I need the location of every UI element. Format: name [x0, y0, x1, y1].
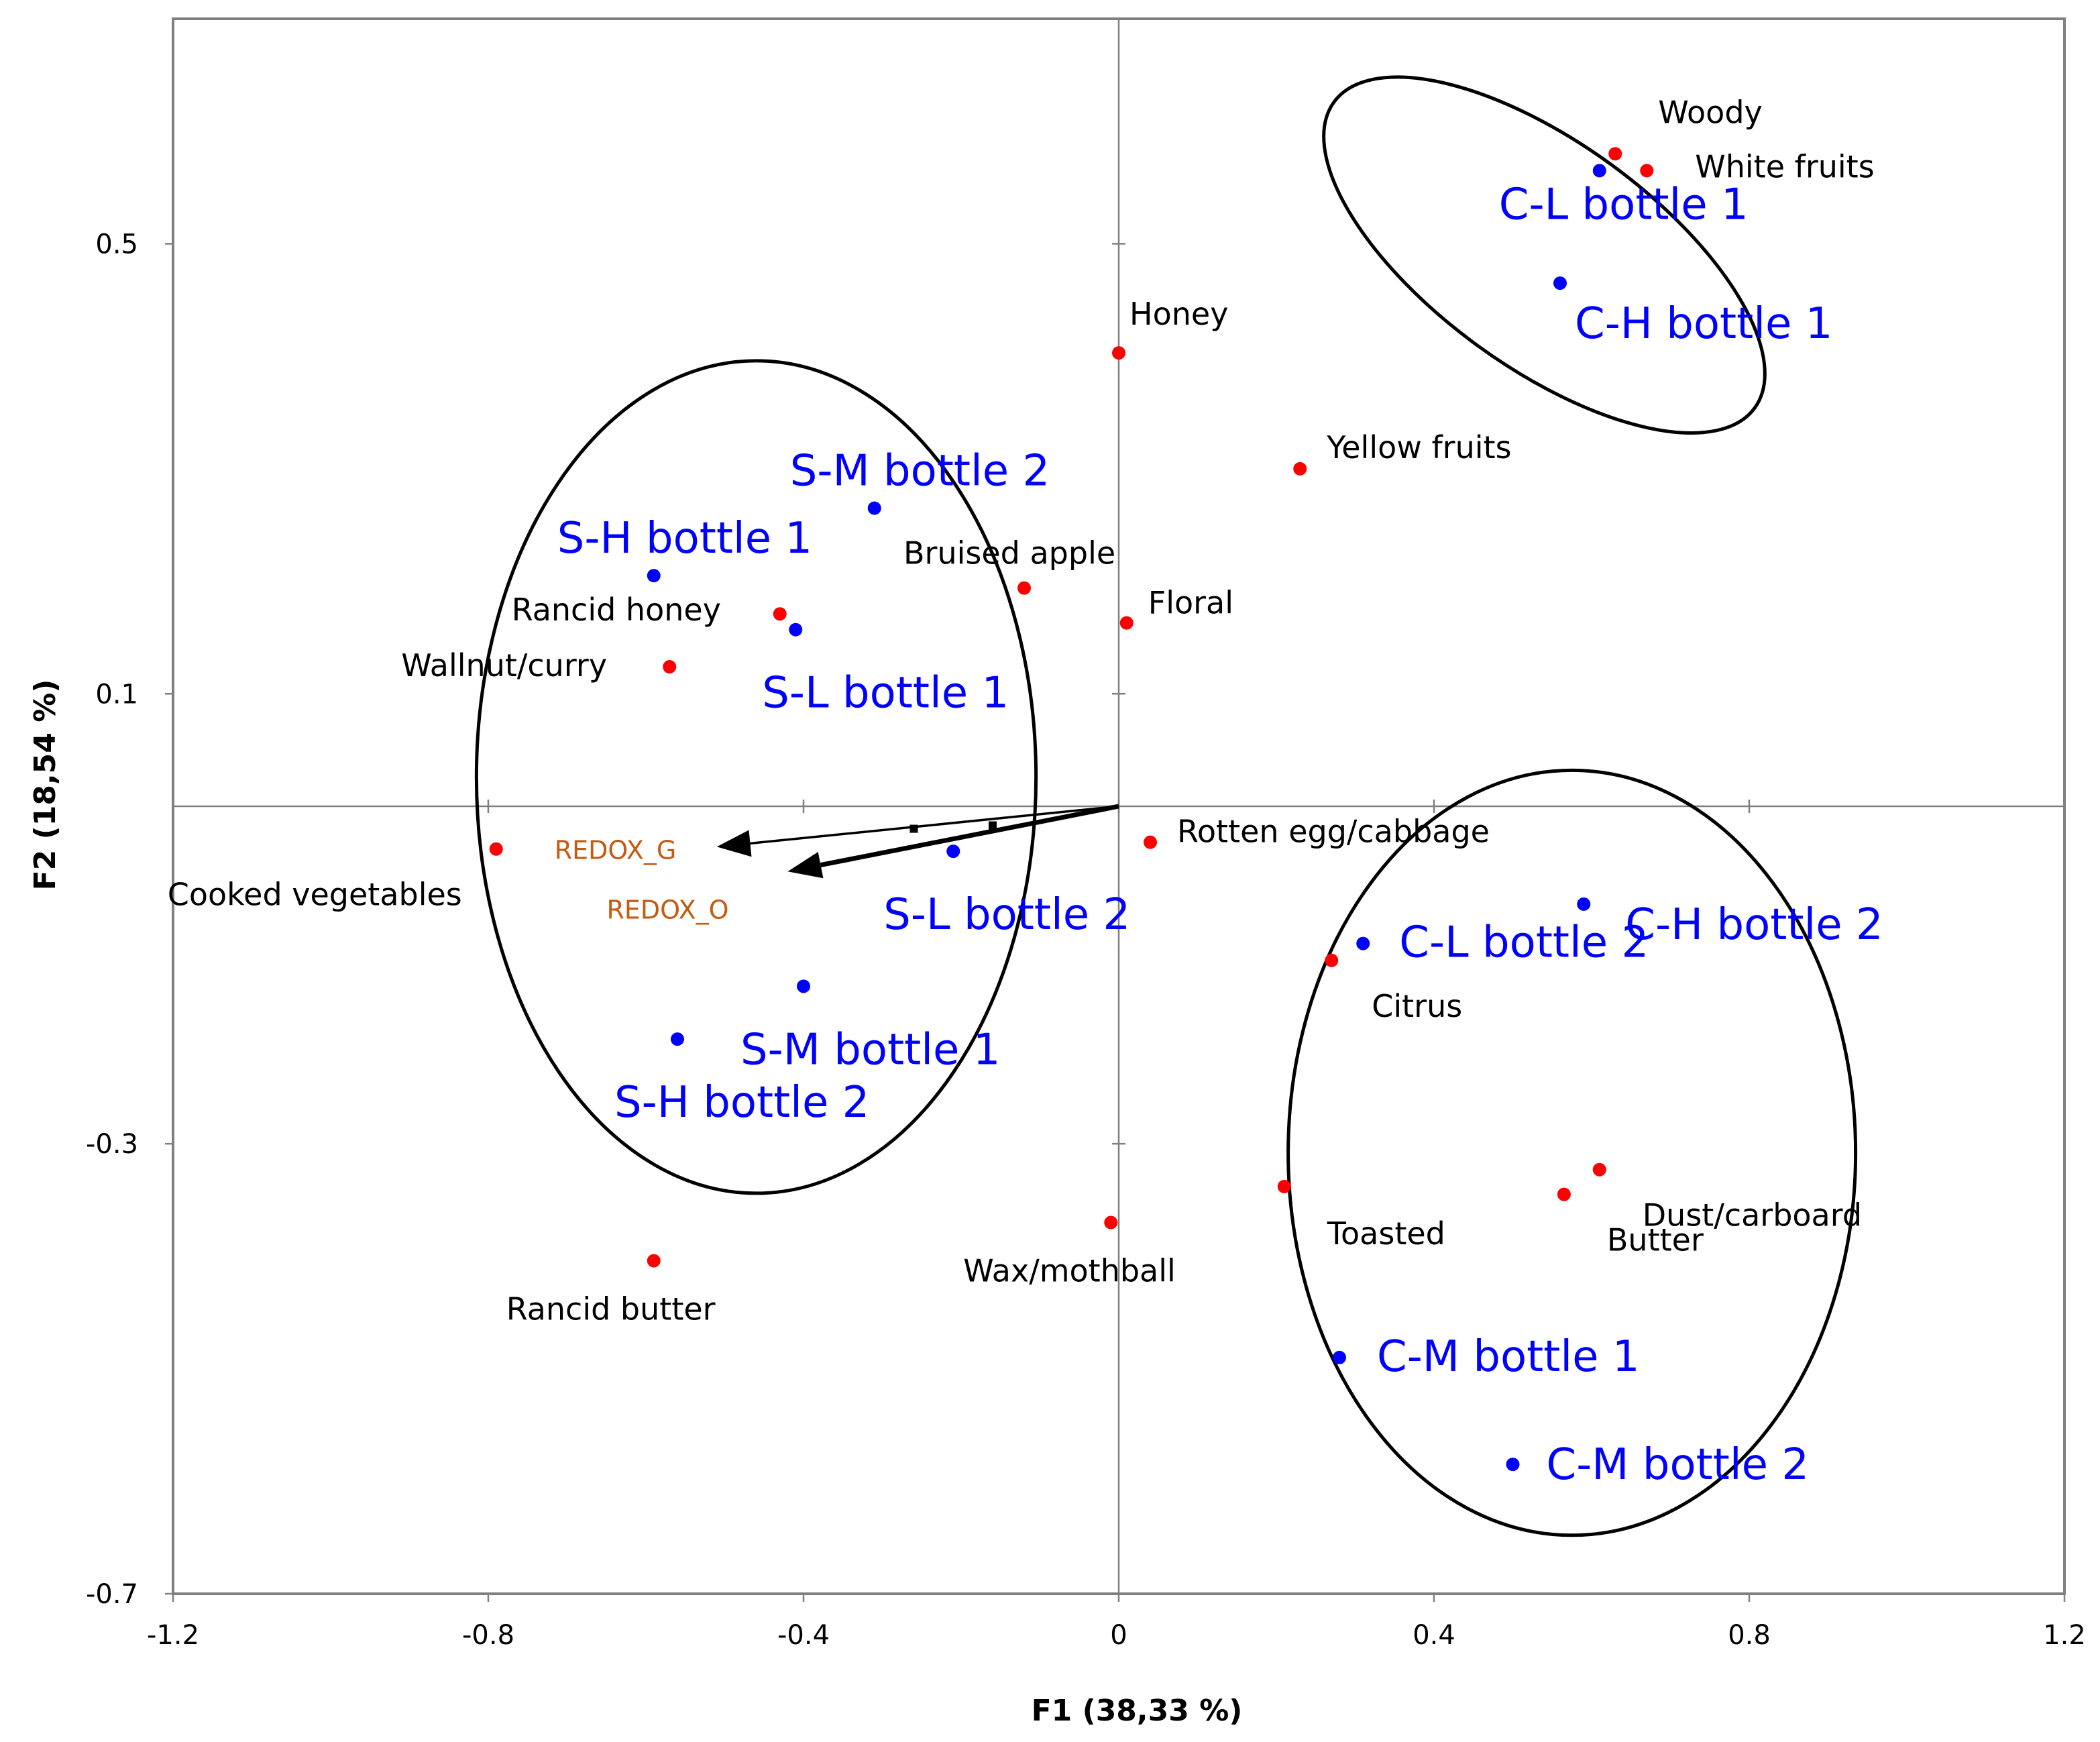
attribute-label: Floral: [1148, 585, 1233, 621]
attribute-point: [1017, 581, 1031, 595]
sample-label: C-L bottle 2: [1399, 918, 1649, 968]
attribute-point: [1119, 616, 1134, 630]
x-tick-label: -1.2: [147, 1620, 199, 1651]
attribute-label: Rancid honey: [512, 592, 721, 628]
attribute-point: [1608, 147, 1622, 161]
sample-point: [1553, 276, 1567, 290]
attribute-label: Butter: [1607, 1222, 1704, 1258]
x-axis-title: F1 (38,33 %): [1032, 1694, 1243, 1728]
sample-label: S-L bottle 1: [762, 669, 1009, 718]
vector-arrowhead: [716, 830, 752, 857]
attribute-point: [1640, 164, 1654, 178]
sample-point: [1577, 897, 1591, 911]
attribute-label: Honey: [1129, 296, 1228, 332]
attribute-label: White fruits: [1695, 148, 1874, 184]
attribute-point: [1557, 1187, 1571, 1201]
sample-point: [1333, 1350, 1346, 1364]
attribute-label: Wax/mothball: [963, 1253, 1176, 1289]
attribute-point: [773, 607, 787, 621]
vector-line: [820, 804, 1119, 868]
attribute-label: Toasted: [1327, 1215, 1445, 1252]
tick-labels: -1.2 -0.8 -0.4 0 0.4 0.8 1.2 0.5 0.1 -0.3 -0.7: [86, 229, 2086, 1651]
attribute-label: Bruised apple: [903, 535, 1115, 571]
attribute-point: [1325, 953, 1339, 967]
attribute-point: [647, 1254, 661, 1268]
x-tick-label: -0.8: [462, 1620, 514, 1651]
attribute-point: [1293, 461, 1307, 476]
group-ellipse: [474, 359, 1038, 1195]
sample-point: [1592, 164, 1606, 178]
sample-label: S-M bottle 2: [790, 447, 1050, 496]
sample-point: [647, 569, 661, 583]
sample-label: C-M bottle 1: [1377, 1332, 1640, 1382]
sample-label: S-L bottle 2: [883, 890, 1130, 940]
attribute-label: Citrus: [1372, 988, 1462, 1024]
redox-vectors: REDOX_G REDOX_O: [555, 804, 1119, 924]
attribute-label: Dust/carboard: [1643, 1197, 1862, 1234]
sample-point: [1356, 936, 1370, 950]
attribute-label: Rotten egg/cabbage: [1177, 814, 1490, 850]
attribute-point: [489, 842, 503, 856]
x-tick-label: 0.8: [1728, 1620, 1771, 1651]
sample-label: S-M bottle 1: [740, 1025, 1000, 1075]
vector-arrowhead: [787, 851, 824, 879]
vector-marker: [909, 824, 918, 833]
vector-label: REDOX_G: [555, 835, 677, 865]
y-tick-label: -0.7: [86, 1579, 138, 1610]
vector-label: REDOX_O: [607, 895, 729, 924]
sample-point: [671, 1032, 684, 1046]
attribute-point: [1592, 1162, 1606, 1177]
group-ellipse: [1322, 75, 1767, 435]
sample-label: C-H bottle 2: [1625, 900, 1883, 950]
x-tick-label: 0.4: [1413, 1620, 1455, 1651]
group-ellipses: [474, 75, 1858, 1537]
attribute-point: [663, 660, 677, 674]
sample-label: C-M bottle 2: [1547, 1440, 1810, 1490]
sample-point: [1506, 1458, 1520, 1472]
sample-label: C-L bottle 1: [1499, 180, 1749, 229]
y-axis-title: F2 (18,54 %): [28, 679, 62, 891]
group-ellipse: [1286, 768, 1858, 1537]
attribute-point: [1277, 1179, 1291, 1193]
sample-label: C-H bottle 1: [1575, 299, 1832, 349]
sample-label: S-H bottle 1: [557, 514, 812, 563]
y-tick-label: -0.3: [86, 1129, 138, 1160]
attribute-label: Yellow fruits: [1326, 429, 1511, 466]
vector-marker: [989, 821, 997, 830]
data-points: [489, 147, 1654, 1472]
attribute-label: Rancid butter: [506, 1291, 716, 1327]
y-tick-label: 0.5: [95, 229, 138, 260]
vector-line: [750, 805, 1119, 845]
attribute-label: Wallnut/curry: [401, 647, 607, 684]
x-tick-label: -0.4: [777, 1620, 830, 1651]
sample-point: [946, 845, 960, 859]
attribute-label: Cooked vegetables: [168, 877, 462, 913]
sample-point: [789, 622, 803, 637]
point-labels: Woody White fruits Honey Yellow fruits Bruis…: [168, 94, 1883, 1490]
attribute-label: Woody: [1658, 94, 1763, 130]
y-tick-label: 0.1: [95, 679, 138, 710]
sample-label: S-H bottle 2: [614, 1078, 869, 1128]
sample-point: [797, 979, 810, 993]
attribute-point: [1144, 835, 1157, 849]
attribute-point: [1112, 346, 1125, 360]
sample-point: [867, 501, 881, 515]
x-tick-label: 0: [1110, 1620, 1127, 1651]
attribute-point: [1104, 1215, 1118, 1230]
x-tick-label: 1.2: [2043, 1620, 2086, 1651]
